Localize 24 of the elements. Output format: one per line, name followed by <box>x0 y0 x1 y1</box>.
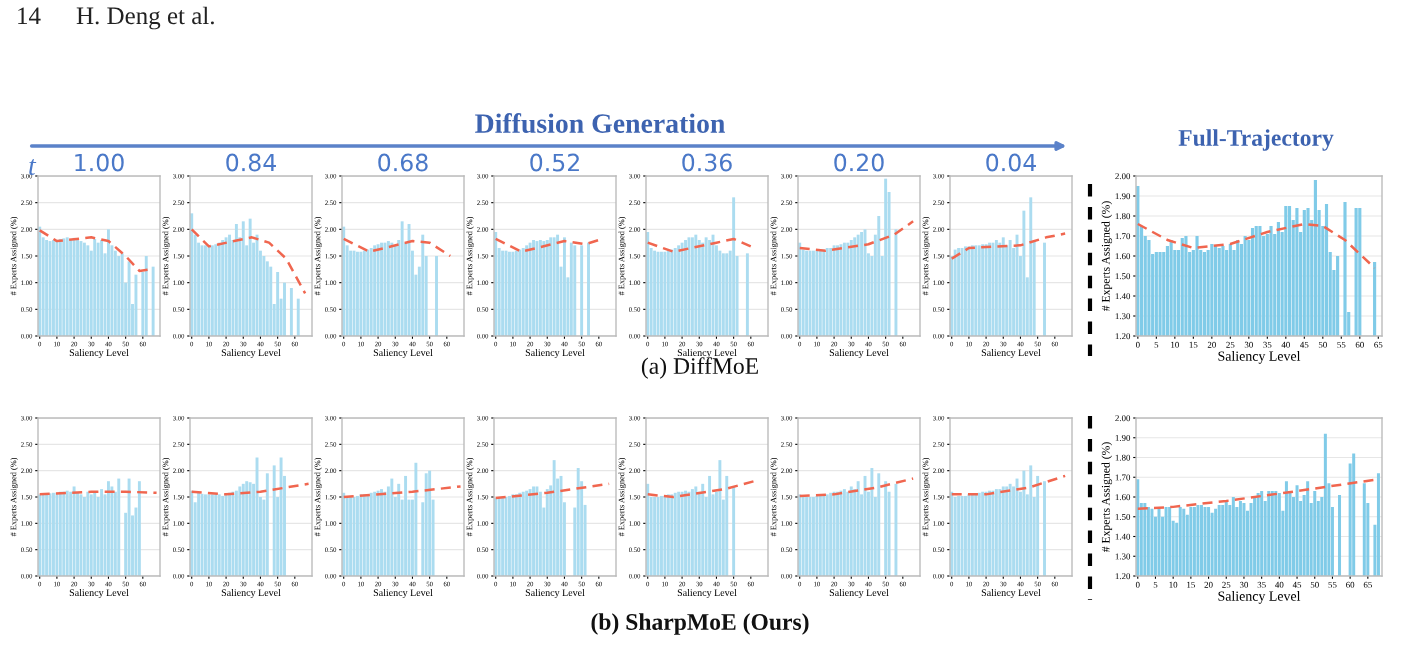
text: t <box>29 159 37 175</box>
chart-title: 1.00 <box>75 153 124 172</box>
chart-title: 0.84 <box>226 153 276 172</box>
chart-title: 0.36 <box>682 153 732 172</box>
text: H. Deng et al. <box>76 6 214 30</box>
chart-title: 0.52 <box>530 153 579 172</box>
text: (a) DiffMoE <box>641 357 758 379</box>
chart-title: 0.20 <box>834 153 884 172</box>
line-series <box>38 229 151 273</box>
text: (b) SharpMoE (Ours) <box>591 613 809 635</box>
line-series <box>646 237 756 253</box>
text: Full-Trajectory <box>1178 129 1334 151</box>
chart-title: 0.04 <box>986 153 1036 172</box>
line-series <box>342 237 452 258</box>
line-series <box>1136 222 1376 270</box>
chart-title: 0.68 <box>378 153 428 172</box>
line-series <box>646 479 756 499</box>
text: Diffusion Generation <box>475 113 725 134</box>
line-series <box>798 220 915 252</box>
text: 14 <box>18 7 41 25</box>
line-series <box>798 477 915 498</box>
line-series <box>190 228 307 295</box>
line-series <box>950 232 1067 260</box>
line-series <box>494 237 601 253</box>
